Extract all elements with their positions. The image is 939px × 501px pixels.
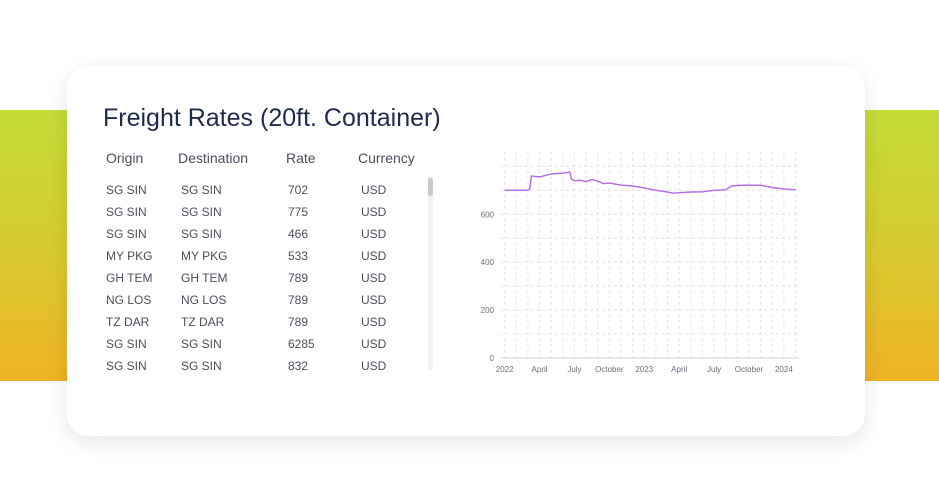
origin-cell: SG SIN [106, 183, 147, 197]
x-tick-label: 2022 [496, 365, 514, 374]
table-scrollbar[interactable] [428, 176, 433, 370]
currency-cell: USD [361, 271, 387, 285]
rate-cell: 789 [288, 271, 309, 285]
currency-cell: USD [361, 249, 387, 263]
origin-cell: NG LOS [106, 293, 152, 307]
table-row[interactable]: SG SIN SG SIN 775 USD [106, 202, 428, 224]
rate-cell: 775 [288, 205, 309, 219]
x-tick-label: October [595, 365, 624, 374]
x-tick-label: 2024 [775, 365, 793, 374]
x-tick-label: July [567, 365, 581, 374]
rate-cell: 789 [288, 315, 309, 329]
column-header-currency: Currency [358, 150, 415, 166]
x-tick-label: October [735, 365, 764, 374]
card-title: Freight Rates (20ft. Container) [103, 104, 441, 132]
currency-cell: USD [361, 227, 387, 241]
x-tick-label: April [532, 365, 548, 374]
destination-cell: MY PKG [181, 249, 228, 263]
currency-cell: USD [361, 359, 387, 372]
origin-cell: SG SIN [106, 205, 147, 219]
freight-rate-line-chart: 0 200 400 600 2022 April July October 2023 April J… [481, 152, 799, 374]
column-header-origin: Origin [106, 150, 144, 166]
currency-cell: USD [361, 183, 387, 197]
x-tick-label: July [707, 365, 721, 374]
origin-cell: TZ DAR [106, 315, 150, 329]
rate-cell: 789 [288, 293, 309, 307]
column-header-destination: Destination [178, 150, 249, 166]
origin-cell: SG SIN [106, 359, 147, 372]
table-scrollbar-thumb[interactable] [428, 178, 433, 196]
y-tick-label: 0 [490, 354, 495, 363]
origin-cell: SG SIN [106, 227, 147, 241]
origin-cell: MY PKG [106, 249, 153, 263]
table-row[interactable]: SG SIN SG SIN 6285 USD [106, 334, 428, 356]
rate-cell: 702 [288, 183, 309, 197]
rate-cell: 533 [288, 249, 309, 263]
rate-cell: 832 [288, 359, 309, 372]
column-header-rate: Rate [286, 150, 316, 166]
currency-cell: USD [361, 315, 387, 329]
table-row[interactable]: MY PKG MY PKG 533 USD [106, 246, 428, 268]
destination-cell: SG SIN [181, 205, 222, 219]
destination-cell: GH TEM [181, 271, 228, 285]
table-row[interactable]: SG SIN SG SIN 832 USD [106, 356, 428, 372]
series-line [504, 171, 796, 194]
x-tick-label: April [671, 365, 687, 374]
table-row[interactable]: SG SIN SG SIN 702 USD [106, 180, 428, 202]
table-row[interactable]: NG LOS NG LOS 789 USD [106, 290, 428, 312]
table-row[interactable]: TZ DAR TZ DAR 789 USD [106, 312, 428, 334]
destination-cell: SG SIN [181, 183, 222, 197]
destination-cell: NG LOS [181, 293, 227, 307]
currency-cell: USD [361, 337, 387, 351]
table-row[interactable]: SG SIN SG SIN 466 USD [106, 224, 428, 246]
table-row[interactable]: GH TEM GH TEM 789 USD [106, 268, 428, 290]
y-tick-label: 200 [481, 306, 495, 315]
rate-cell: 6285 [288, 337, 315, 351]
destination-cell: TZ DAR [181, 315, 225, 329]
rates-table-body[interactable]: SG SIN SG SIN 702 USD SG SIN SG SIN 775 USD SG S… [106, 180, 428, 372]
currency-cell: USD [361, 205, 387, 219]
origin-cell: SG SIN [106, 337, 147, 351]
destination-cell: SG SIN [181, 227, 222, 241]
x-tick-label: 2023 [635, 365, 653, 374]
y-tick-label: 600 [481, 210, 495, 219]
destination-cell: SG SIN [181, 337, 222, 351]
origin-cell: GH TEM [106, 271, 153, 285]
freight-rates-card: Freight Rates (20ft. Container) Origin D… [67, 66, 865, 436]
y-tick-label: 400 [481, 258, 495, 267]
destination-cell: SG SIN [181, 359, 222, 372]
currency-cell: USD [361, 293, 387, 307]
rate-cell: 466 [288, 227, 309, 241]
